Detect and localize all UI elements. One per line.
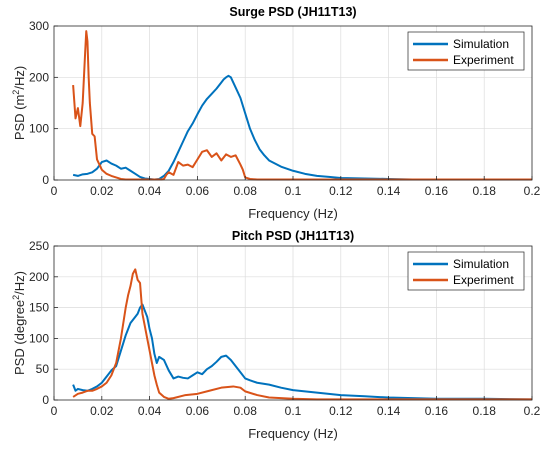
pitch-y-axis-label: PSD (degree2/Hz) xyxy=(11,271,27,375)
surge-x-tick-label: 0.2 xyxy=(524,184,541,198)
surge-legend-experiment-label: Experiment xyxy=(453,53,514,67)
surge-x-tick-label: 0.18 xyxy=(473,184,497,198)
surge-x-tick-label: 0.14 xyxy=(377,184,401,198)
pitch-y-tick-label: 200 xyxy=(29,270,49,284)
pitch-y-label-suffix: /Hz) xyxy=(12,271,27,295)
surge-x-tick-label: 0.02 xyxy=(90,184,114,198)
pitch-x-axis-label: Frequency (Hz) xyxy=(248,426,338,441)
pitch-x-tick-label: 0.08 xyxy=(234,404,258,418)
pitch-y-tick-label: 0 xyxy=(42,393,49,407)
surge-y-label-prefix: PSD (m xyxy=(12,95,27,141)
surge-series-experiment-line xyxy=(72,30,532,181)
surge-x-tick-label: 0.06 xyxy=(186,184,210,198)
pitch-x-tick-label: 0.18 xyxy=(473,404,497,418)
pitch-series xyxy=(72,268,533,401)
surge-psd-panel: Surge PSD (JH11T13) 0 0.02 0.04 0.06 0.08 0.1… xyxy=(11,5,541,221)
pitch-psd-panel: Pitch PSD (JH11T13) 0 0.02 0.04 0.06 0.08 0.1… xyxy=(11,229,541,441)
pitch-y-tick-label: 100 xyxy=(29,331,49,345)
surge-y-tick-label: 0 xyxy=(42,173,49,187)
pitch-y-label-prefix: PSD (degree xyxy=(12,300,27,375)
surge-y-tick-label: 300 xyxy=(29,19,49,33)
pitch-legend-box xyxy=(407,251,525,291)
pitch-series-simulation-line xyxy=(72,303,533,401)
surge-x-tick-label: 0 xyxy=(51,184,58,198)
pitch-x-tick-label: 0.12 xyxy=(329,404,353,418)
pitch-legend-simulation-label: Simulation xyxy=(453,257,509,271)
surge-x-tick-label: 0.1 xyxy=(285,184,302,198)
surge-y-tick-label: 100 xyxy=(29,122,49,136)
surge-legend-simulation-label: Simulation xyxy=(453,37,509,51)
pitch-ticks: 0 0.02 0.04 0.06 0.08 0.1 0.12 0.14 0.16 0.18 0.2 0… xyxy=(29,239,541,418)
surge-y-axis-label: PSD (m2/Hz) xyxy=(11,66,27,140)
surge-ticks: 0 0.02 0.04 0.06 0.08 0.1 0.12 0.14 0.16 0.18 0.2 0… xyxy=(29,19,541,198)
pitch-y-tick-label: 150 xyxy=(29,301,49,315)
pitch-series-experiment-line xyxy=(72,268,532,401)
surge-x-tick-label: 0.08 xyxy=(234,184,258,198)
pitch-x-tick-label: 0.14 xyxy=(377,404,401,418)
surge-series-simulation-line xyxy=(72,74,532,181)
surge-grid xyxy=(54,26,532,180)
pitch-x-tick-label: 0.06 xyxy=(186,404,210,418)
surge-chart-title: Surge PSD (JH11T13) xyxy=(229,5,356,19)
surge-legend: Simulation Experiment xyxy=(407,31,525,71)
pitch-y-label-superscript: 2 xyxy=(11,295,21,300)
surge-legend-box xyxy=(407,31,525,71)
surge-x-tick-label: 0.12 xyxy=(329,184,353,198)
pitch-x-tick-label: 0.16 xyxy=(425,404,449,418)
pitch-x-tick-label: 0.04 xyxy=(138,404,162,418)
pitch-x-tick-label: 0.1 xyxy=(285,404,302,418)
surge-x-axis-label: Frequency (Hz) xyxy=(248,206,338,221)
surge-x-tick-label: 0.16 xyxy=(425,184,449,198)
surge-y-label-suffix: /Hz) xyxy=(12,66,27,90)
pitch-chart-title: Pitch PSD (JH11T13) xyxy=(232,229,354,243)
pitch-y-tick-label: 250 xyxy=(29,239,49,253)
pitch-y-tick-label: 50 xyxy=(36,362,50,376)
pitch-legend: Simulation Experiment xyxy=(407,251,525,291)
pitch-x-tick-label: 0.2 xyxy=(524,404,541,418)
pitch-x-tick-label: 0 xyxy=(51,404,58,418)
surge-x-tick-label: 0.04 xyxy=(138,184,162,198)
surge-y-label-superscript: 2 xyxy=(11,90,21,95)
pitch-legend-experiment-label: Experiment xyxy=(453,273,514,287)
pitch-x-tick-label: 0.02 xyxy=(90,404,114,418)
surge-series xyxy=(72,30,532,181)
surge-y-tick-label: 200 xyxy=(29,70,49,84)
